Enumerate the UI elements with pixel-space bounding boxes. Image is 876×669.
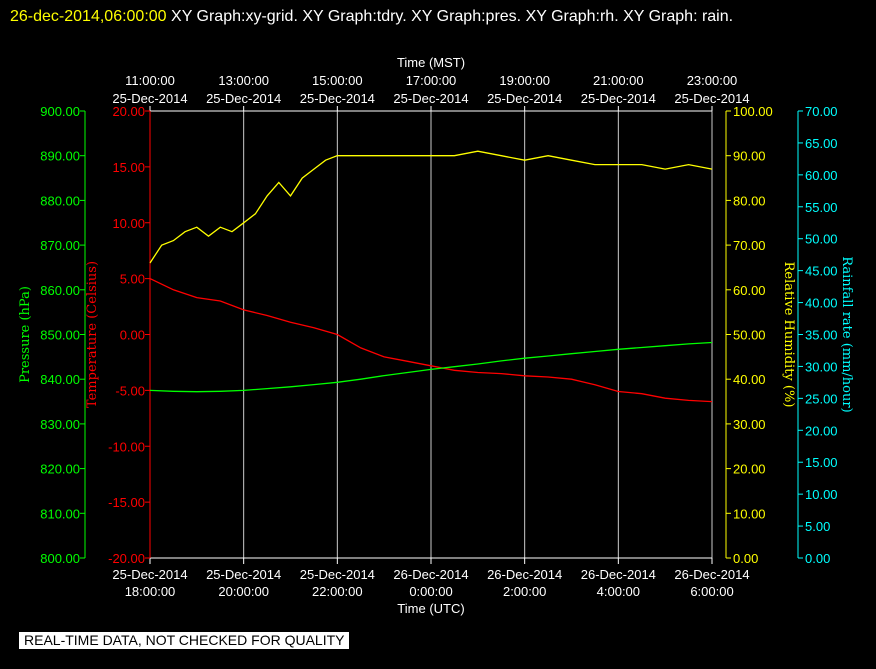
x-tick-label-date: 25-Dec-2014 <box>206 567 281 582</box>
x-tick-label-date: 26-Dec-2014 <box>674 567 749 582</box>
top-tick-label-date: 25-Dec-2014 <box>674 91 749 106</box>
rain-tick-label: 50.00 <box>805 232 838 247</box>
humidity-tick-label: 50.00 <box>733 328 766 343</box>
humidity-tick-label: 40.00 <box>733 372 766 387</box>
x-tick-label-time: 2:00:00 <box>503 584 546 599</box>
rain-tick-label: 70.00 <box>805 104 838 119</box>
top-tick-label-time: 23:00:00 <box>687 73 738 88</box>
humidity-axis-label: Relative Humidity (%) <box>781 262 796 408</box>
temperature-tick-label: 5.00 <box>120 272 145 287</box>
x-tick-label-date: 25-Dec-2014 <box>300 567 375 582</box>
rain-tick-label: 25.00 <box>805 391 838 406</box>
top-tick-label-date: 25-Dec-2014 <box>206 91 281 106</box>
pressure-tick-label: 860.00 <box>40 283 80 298</box>
temperature-tick-label: -15.00 <box>108 495 145 510</box>
series-line-rh <box>149 150 713 264</box>
pressure-tick-label: 870.00 <box>40 238 80 253</box>
top-tick-label-time: 21:00:00 <box>593 73 644 88</box>
top-tick-label-date: 25-Dec-2014 <box>112 91 187 106</box>
top-tick-label-date: 25-Dec-2014 <box>581 91 656 106</box>
top-tick-label-time: 11:00:00 <box>125 73 175 88</box>
rain-axis-label: Rainfall rate (mm/hour) <box>839 256 854 412</box>
pressure-tick-label: 820.00 <box>40 462 80 477</box>
temperature-tick-label: -10.00 <box>108 439 145 454</box>
rain-tick-label: 20.00 <box>805 423 838 438</box>
humidity-tick-label: 0.00 <box>733 551 758 566</box>
pressure-axis-label: Pressure (hPa) <box>18 286 33 383</box>
rain-tick-label: 45.00 <box>805 264 838 279</box>
humidity-tick-label: 30.00 <box>733 417 766 432</box>
rain-tick-label: 30.00 <box>805 359 838 374</box>
top-tick-label-date: 25-Dec-2014 <box>300 91 375 106</box>
header-date: 26-dec-2014,06:00:00 <box>10 8 167 25</box>
humidity-tick-label: 70.00 <box>733 238 766 253</box>
header-graph-list: XY Graph:xy-grid. XY Graph:tdry. XY Grap… <box>171 8 734 25</box>
pressure-tick-label: 830.00 <box>40 417 80 432</box>
x-tick-label-date: 26-Dec-2014 <box>487 567 562 582</box>
top-tick-label-date: 25-Dec-2014 <box>393 91 468 106</box>
rain-tick-label: 10.00 <box>805 487 838 502</box>
rain-tick-label: 40.00 <box>805 296 838 311</box>
rain-tick-label: 55.00 <box>805 200 838 215</box>
x-tick-label-time: 18:00:00 <box>125 584 176 599</box>
x-axis-label-bottom: Time (UTC) <box>397 601 464 616</box>
header-title: 26-dec-2014,06:00:00 XY Graph:xy-grid. X… <box>10 2 860 31</box>
x-tick-label-date: 26-Dec-2014 <box>393 567 468 582</box>
series-line-tdry <box>149 278 713 403</box>
x-tick-label-time: 22:00:00 <box>312 584 363 599</box>
x-tick-label-date: 25-Dec-2014 <box>112 567 187 582</box>
pressure-tick-label: 850.00 <box>40 328 80 343</box>
top-tick-label-time: 17:00:00 <box>406 73 457 88</box>
top-tick-label-time: 19:00:00 <box>499 73 550 88</box>
pressure-tick-label: 840.00 <box>40 372 80 387</box>
quality-disclaimer: REAL-TIME DATA, NOT CHECKED FOR QUALITY <box>19 632 350 649</box>
rain-tick-label: 65.00 <box>805 136 838 151</box>
x-tick-label-time: 0:00:00 <box>409 584 452 599</box>
top-tick-label-time: 15:00:00 <box>312 73 363 88</box>
humidity-tick-label: 100.00 <box>733 104 773 119</box>
x-tick-label-time: 20:00:00 <box>218 584 269 599</box>
pressure-tick-label: 810.00 <box>40 506 80 521</box>
pressure-tick-label: 880.00 <box>40 193 80 208</box>
temperature-tick-label: 20.00 <box>112 104 145 119</box>
temperature-tick-label: -5.00 <box>115 383 145 398</box>
temperature-tick-label: 10.00 <box>112 216 145 231</box>
humidity-tick-label: 20.00 <box>733 462 766 477</box>
rain-tick-label: 35.00 <box>805 328 838 343</box>
temperature-axis-label: Temperature (Celsius) <box>85 261 100 408</box>
x-tick-label-time: 4:00:00 <box>597 584 640 599</box>
pressure-tick-label: 800.00 <box>40 551 80 566</box>
x-tick-label-time: 6:00:00 <box>690 584 733 599</box>
temperature-tick-label: -20.00 <box>108 551 145 566</box>
rain-tick-label: 60.00 <box>805 168 838 183</box>
rain-tick-label: 5.00 <box>805 519 830 534</box>
humidity-tick-label: 10.00 <box>733 506 766 521</box>
temperature-tick-label: 0.00 <box>120 328 145 343</box>
humidity-tick-label: 90.00 <box>733 149 766 164</box>
pressure-tick-label: 900.00 <box>40 104 80 119</box>
series-line-pres <box>149 341 713 393</box>
top-tick-label-date: 25-Dec-2014 <box>487 91 562 106</box>
temperature-tick-label: 15.00 <box>112 160 145 175</box>
humidity-tick-label: 80.00 <box>733 193 766 208</box>
pressure-tick-label: 890.00 <box>40 149 80 164</box>
rain-tick-label: 0.00 <box>805 551 830 566</box>
x-axis-label-top: Time (MST) <box>397 55 465 70</box>
x-tick-label-date: 26-Dec-2014 <box>581 567 656 582</box>
rain-tick-label: 15.00 <box>805 455 838 470</box>
top-tick-label-time: 13:00:00 <box>218 73 269 88</box>
humidity-tick-label: 60.00 <box>733 283 766 298</box>
